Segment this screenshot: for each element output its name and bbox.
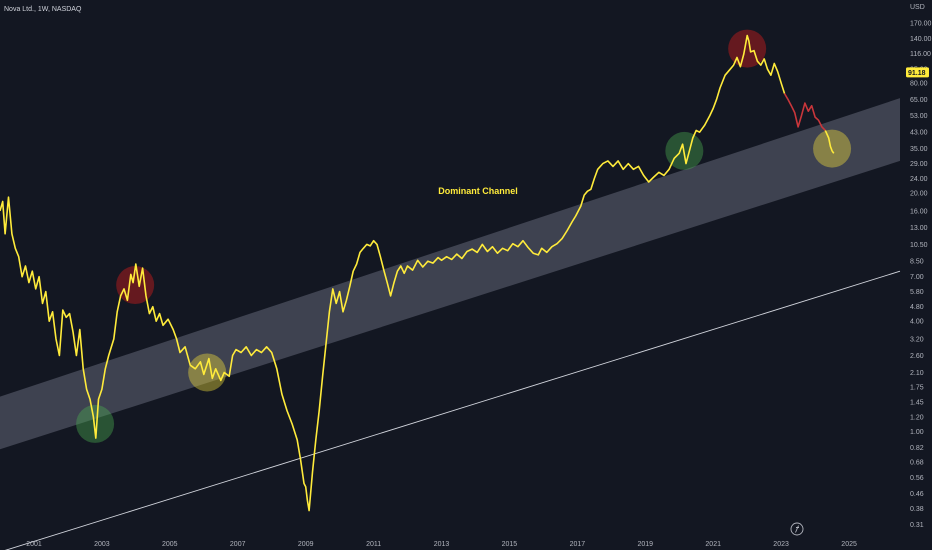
y-tick-label: 0.38 [910, 506, 924, 513]
last-price-label: 91.18 [908, 70, 926, 77]
x-tick-label: 2009 [298, 541, 314, 548]
y-tick-label: 65.00 [910, 97, 928, 104]
channel-band [0, 98, 900, 450]
y-tick-label: 2.10 [910, 370, 924, 377]
marker-yellow [188, 353, 227, 392]
x-tick-label: 2025 [841, 541, 857, 548]
y-tick-label: 1.20 [910, 415, 924, 422]
x-tick-label: 2015 [502, 541, 518, 548]
x-tick-label: 2019 [638, 541, 654, 548]
y-tick-label: 0.31 [910, 522, 924, 529]
y-tick-label: 4.80 [910, 304, 924, 311]
y-tick-label: 13.00 [910, 225, 928, 232]
y-tick-label: 3.20 [910, 337, 924, 344]
y-tick-label: 116.00 [910, 51, 931, 58]
y-tick-label: 7.00 [910, 274, 924, 281]
y-tick-label: 1.45 [910, 399, 924, 406]
y-tick-label: 0.82 [910, 445, 924, 452]
x-tick-label: 2013 [434, 541, 450, 548]
y-tick-label: 0.46 [910, 491, 924, 498]
y-axis: 170.00140.00116.0095.0080.0065.0053.0043… [910, 20, 932, 529]
y-tick-label: 53.00 [910, 113, 928, 120]
tradingview-logo-icon[interactable] [790, 522, 804, 536]
y-tick-label: 5.80 [910, 289, 924, 296]
y-tick-label: 1.00 [910, 429, 924, 436]
x-tick-label: 2017 [570, 541, 586, 548]
support-line-group [4, 270, 901, 550]
y-tick-label: 8.50 [910, 259, 924, 266]
y-tick-label: 80.00 [910, 80, 928, 87]
x-tick-label: 2001 [26, 541, 42, 548]
currency-label: USD [910, 4, 925, 11]
x-tick-label: 2005 [162, 541, 178, 548]
x-tick-label: 2003 [94, 541, 110, 548]
last-price-box [906, 67, 929, 78]
last-price-badge: 91.18 [906, 67, 929, 78]
price-series-group [0, 34, 835, 512]
price-line-tail [824, 130, 835, 154]
y-tick-label: 29.00 [910, 161, 928, 168]
y-tick-label: 140.00 [910, 36, 932, 43]
y-tick-label: 4.00 [910, 319, 924, 326]
x-axis: 2001 2003 2005 2007 2009 2011 2013 2015 2017 2019… [26, 541, 857, 548]
price-line-main [0, 34, 786, 512]
price-line-recent [783, 93, 826, 131]
support-line [4, 270, 901, 550]
y-tick-label: 24.00 [910, 176, 928, 183]
dominant-channel [0, 98, 900, 450]
y-tick-label: 0.56 [910, 475, 924, 482]
y-tick-label: 1.75 [910, 385, 924, 392]
y-tick-label: 170.00 [910, 20, 932, 27]
x-tick-label: 2011 [366, 541, 381, 548]
y-tick-label: 2.60 [910, 353, 924, 360]
y-tick-label: 43.00 [910, 130, 928, 137]
y-tick-label: 35.00 [910, 146, 928, 153]
y-tick-label: 10.50 [910, 242, 928, 249]
x-tick-label: 2007 [230, 541, 246, 548]
y-tick-label: 20.00 [910, 191, 928, 198]
y-tick-label: 0.68 [910, 460, 924, 467]
y-tick-label: 16.00 [910, 208, 928, 215]
annotation-dominant-channel: Dominant Channel [438, 186, 518, 196]
marker-green [76, 404, 115, 443]
x-tick-label: 2023 [773, 541, 789, 548]
x-tick-label: 2021 [705, 541, 721, 548]
chart-title: Nova Ltd., 1W, NASDAQ [4, 6, 82, 13]
